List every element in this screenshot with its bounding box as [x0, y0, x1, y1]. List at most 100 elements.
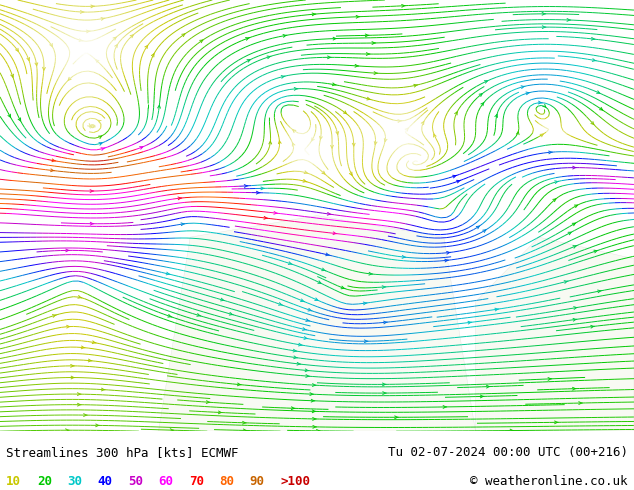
- FancyArrowPatch shape: [495, 308, 499, 311]
- FancyArrowPatch shape: [304, 171, 308, 173]
- FancyArrowPatch shape: [573, 166, 576, 169]
- FancyArrowPatch shape: [510, 429, 514, 432]
- FancyArrowPatch shape: [152, 54, 154, 57]
- FancyArrowPatch shape: [542, 26, 546, 28]
- FancyArrowPatch shape: [332, 83, 336, 86]
- Text: 10: 10: [6, 475, 22, 488]
- FancyArrowPatch shape: [292, 143, 295, 146]
- FancyArrowPatch shape: [86, 30, 90, 33]
- FancyArrowPatch shape: [481, 395, 484, 398]
- FancyArrowPatch shape: [91, 5, 94, 8]
- FancyArrowPatch shape: [322, 171, 325, 174]
- FancyArrowPatch shape: [564, 281, 568, 283]
- FancyArrowPatch shape: [278, 141, 281, 144]
- FancyArrowPatch shape: [555, 421, 559, 424]
- FancyArrowPatch shape: [355, 64, 359, 67]
- FancyArrowPatch shape: [264, 217, 268, 219]
- FancyArrowPatch shape: [206, 401, 210, 403]
- FancyArrowPatch shape: [230, 313, 233, 315]
- FancyArrowPatch shape: [573, 387, 576, 390]
- FancyArrowPatch shape: [92, 341, 96, 343]
- FancyArrowPatch shape: [421, 122, 424, 124]
- FancyArrowPatch shape: [600, 107, 603, 110]
- FancyArrowPatch shape: [567, 19, 571, 21]
- Text: 40: 40: [98, 475, 113, 488]
- FancyArrowPatch shape: [318, 281, 321, 283]
- FancyArrowPatch shape: [579, 402, 583, 404]
- FancyArrowPatch shape: [597, 91, 600, 93]
- FancyArrowPatch shape: [443, 406, 447, 408]
- FancyArrowPatch shape: [333, 232, 337, 235]
- FancyArrowPatch shape: [372, 42, 375, 45]
- FancyArrowPatch shape: [98, 136, 101, 139]
- FancyArrowPatch shape: [310, 392, 314, 395]
- Text: 60: 60: [158, 475, 174, 488]
- FancyArrowPatch shape: [77, 403, 81, 406]
- FancyArrowPatch shape: [90, 222, 94, 225]
- FancyArrowPatch shape: [574, 307, 578, 309]
- FancyArrowPatch shape: [349, 172, 352, 175]
- FancyArrowPatch shape: [434, 134, 436, 137]
- FancyArrowPatch shape: [598, 290, 602, 293]
- FancyArrowPatch shape: [237, 383, 241, 386]
- FancyArrowPatch shape: [101, 18, 105, 20]
- FancyArrowPatch shape: [320, 136, 322, 139]
- FancyArrowPatch shape: [68, 77, 71, 80]
- FancyArrowPatch shape: [302, 328, 306, 330]
- Text: 20: 20: [37, 475, 52, 488]
- FancyArrowPatch shape: [304, 337, 307, 340]
- FancyArrowPatch shape: [382, 286, 386, 289]
- FancyArrowPatch shape: [78, 295, 82, 298]
- Text: 70: 70: [189, 475, 204, 488]
- FancyArrowPatch shape: [313, 425, 316, 428]
- FancyArrowPatch shape: [486, 385, 490, 388]
- FancyArrowPatch shape: [445, 259, 449, 262]
- FancyArrowPatch shape: [574, 205, 578, 208]
- FancyArrowPatch shape: [516, 132, 519, 135]
- FancyArrowPatch shape: [374, 72, 378, 74]
- FancyArrowPatch shape: [99, 143, 102, 145]
- Text: © weatheronline.co.uk: © weatheronline.co.uk: [470, 475, 628, 488]
- FancyArrowPatch shape: [306, 374, 309, 377]
- FancyArrowPatch shape: [369, 272, 373, 275]
- FancyArrowPatch shape: [267, 56, 271, 59]
- FancyArrowPatch shape: [130, 35, 133, 38]
- Text: 30: 30: [67, 475, 82, 488]
- FancyArrowPatch shape: [269, 141, 271, 144]
- FancyArrowPatch shape: [365, 34, 369, 37]
- FancyArrowPatch shape: [336, 131, 339, 134]
- FancyArrowPatch shape: [482, 230, 486, 233]
- FancyArrowPatch shape: [294, 356, 297, 359]
- FancyArrowPatch shape: [356, 15, 360, 18]
- FancyArrowPatch shape: [70, 365, 74, 367]
- FancyArrowPatch shape: [316, 429, 320, 432]
- FancyArrowPatch shape: [294, 88, 298, 90]
- FancyArrowPatch shape: [145, 46, 148, 49]
- FancyArrowPatch shape: [292, 407, 295, 410]
- FancyArrowPatch shape: [283, 34, 287, 37]
- FancyArrowPatch shape: [363, 302, 367, 305]
- FancyArrowPatch shape: [312, 13, 316, 16]
- FancyArrowPatch shape: [77, 392, 81, 395]
- Text: 90: 90: [250, 475, 265, 488]
- FancyArrowPatch shape: [344, 111, 346, 114]
- FancyArrowPatch shape: [548, 151, 552, 154]
- FancyArrowPatch shape: [308, 308, 312, 311]
- FancyArrowPatch shape: [384, 139, 387, 142]
- FancyArrowPatch shape: [333, 37, 337, 40]
- FancyArrowPatch shape: [197, 314, 201, 316]
- FancyArrowPatch shape: [87, 123, 91, 126]
- FancyArrowPatch shape: [27, 57, 30, 61]
- FancyArrowPatch shape: [456, 180, 461, 183]
- FancyArrowPatch shape: [35, 63, 38, 66]
- FancyArrowPatch shape: [573, 318, 577, 321]
- FancyArrowPatch shape: [18, 118, 21, 121]
- FancyArrowPatch shape: [594, 250, 598, 253]
- Text: 50: 50: [128, 475, 143, 488]
- FancyArrowPatch shape: [65, 429, 69, 432]
- FancyArrowPatch shape: [293, 349, 297, 352]
- FancyArrowPatch shape: [312, 410, 316, 413]
- FancyArrowPatch shape: [568, 232, 571, 235]
- FancyArrowPatch shape: [66, 249, 70, 252]
- FancyArrowPatch shape: [11, 74, 13, 77]
